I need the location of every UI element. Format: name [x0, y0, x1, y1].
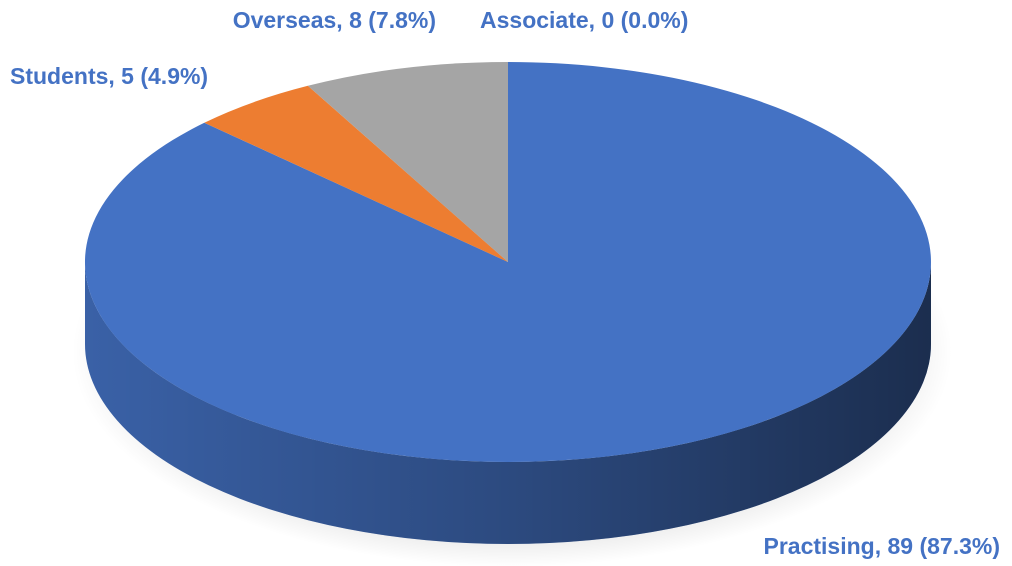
slice [307, 62, 508, 262]
slice [204, 85, 509, 262]
data-label: Overseas, 8 (7.8%) [233, 7, 436, 33]
slice [84, 62, 931, 462]
data-label: Practising, 89 (87.3%) [764, 533, 1001, 559]
slice-side-shade [85, 262, 931, 544]
data-label: Associate, 0 (0.0%) [480, 7, 688, 33]
data-label: Students, 5 (4.9%) [10, 63, 208, 89]
